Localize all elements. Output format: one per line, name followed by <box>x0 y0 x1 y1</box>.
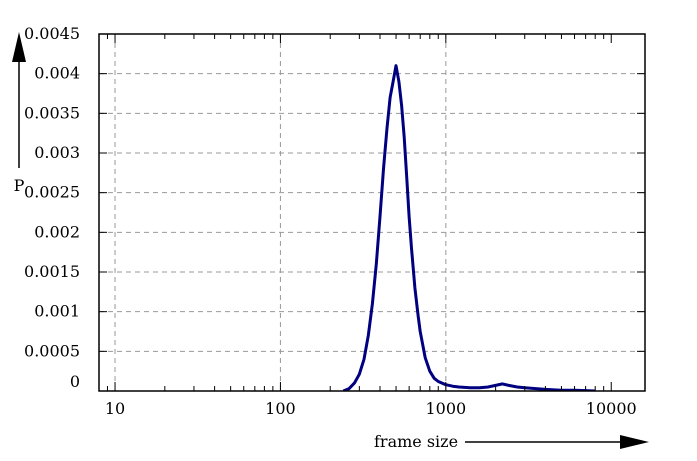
x-axis-label: frame size <box>374 432 458 451</box>
y-tick-labels: 0 0.0005 0.001 0.0015 0.002 0.0025 0.003 0.0035… <box>24 24 80 391</box>
series-layer <box>342 64 596 391</box>
y-tick-label: 0.0025 <box>24 183 80 202</box>
plot-frame <box>98 33 646 392</box>
y-tick-label: 0.0005 <box>24 341 80 360</box>
y-tick-label: 0.001 <box>34 302 80 321</box>
x-tick-labels: 10 100 1000 10000 <box>105 399 637 418</box>
grid <box>99 33 645 391</box>
y-tick-label: 0.002 <box>34 222 80 241</box>
x-tick-label: 100 <box>265 399 296 418</box>
y-tick-label: 0.004 <box>34 64 80 83</box>
ticks <box>99 33 645 392</box>
y-tick-label: 0.0035 <box>24 103 80 122</box>
series-line <box>342 64 596 391</box>
y-axis-label: P <box>14 176 25 195</box>
x-tick-label: 10 <box>105 399 125 418</box>
y-tick-label: 0.003 <box>34 143 80 162</box>
x-tick-label: 10000 <box>586 399 637 418</box>
y-tick-label: 0.0045 <box>24 24 80 43</box>
y-tick-label: 0.0015 <box>24 262 80 281</box>
y-axis-arrow-head <box>12 32 26 62</box>
x-tick-label: 1000 <box>425 399 466 418</box>
y-tick-label: 0 <box>70 372 80 391</box>
x-axis-arrow-head <box>620 435 649 449</box>
